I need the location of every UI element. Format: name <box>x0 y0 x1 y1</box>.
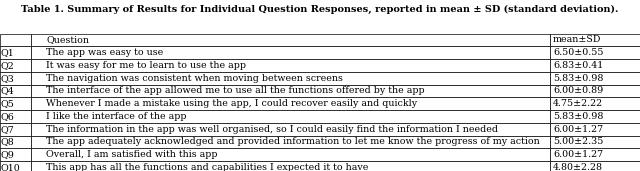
Text: Table 1. Summary of Results for Individual Question Responses, reported in mean : Table 1. Summary of Results for Individu… <box>21 5 619 14</box>
